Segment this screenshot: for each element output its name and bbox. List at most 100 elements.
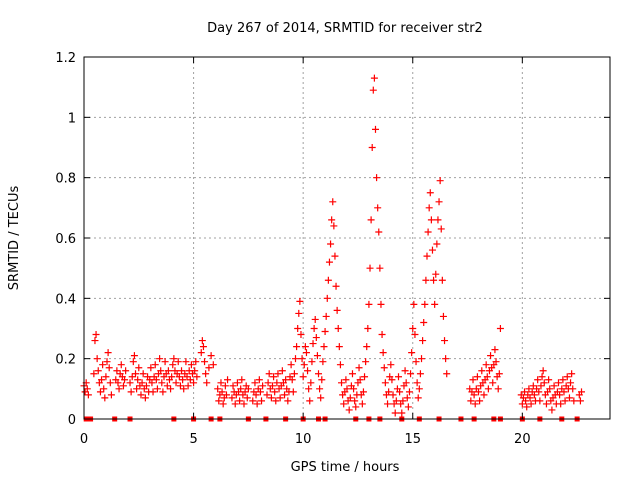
data-point [338,379,346,387]
x-tick-label: 15 [404,432,421,447]
data-point [119,382,127,390]
data-point [362,358,370,366]
data-point [103,358,111,366]
data-point [205,364,213,372]
data-point [115,385,123,393]
data-point [325,258,333,266]
data-point [487,352,495,360]
chart-title: Day 267 of 2014, SRMTID for receiver str… [207,21,483,36]
data-point [318,376,326,384]
data-point [139,370,147,378]
data-point [373,174,381,182]
data-point [476,397,484,405]
y-tick-label: 1 [68,111,76,126]
data-point [420,318,428,326]
plot-frame [83,56,611,420]
data-point [217,379,225,387]
data-point [105,364,113,372]
data-point [98,376,106,384]
data-point [122,367,130,375]
data-point [178,367,186,375]
data-point [412,358,420,366]
data-point [569,385,577,393]
data-point [437,225,445,233]
data-point [309,340,317,348]
data-point [491,346,499,354]
data-point [425,204,433,212]
data-point [289,388,297,396]
data-point [291,355,299,363]
data-point [270,373,278,381]
data-point [324,276,332,284]
data-point [539,367,547,375]
data-point [438,276,446,284]
data-point [542,400,550,408]
data-point [335,343,343,351]
data-point [331,252,339,260]
data-point [168,373,176,381]
data-point [398,409,406,417]
data-point [272,397,280,405]
data-point [473,373,481,381]
data-point [184,382,192,390]
data-point [132,370,140,378]
data-point [180,385,188,393]
data-point [278,367,286,375]
x-tick-label: 10 [295,432,312,447]
data-point [252,391,260,399]
data-point [568,370,576,378]
data-point [365,300,373,308]
data-point [170,355,178,363]
x-axis-label: GPS time / hours [291,460,400,475]
data-point [522,397,530,405]
data-point [387,361,395,369]
data-point [385,388,393,396]
data-point [149,388,157,396]
data-point [556,391,564,399]
data-point [421,300,429,308]
data-point [271,388,279,396]
data-point [413,379,421,387]
data-point [550,382,558,390]
data-point [237,385,245,393]
data-point [296,297,304,305]
data-point [294,325,302,332]
data-point [368,144,376,151]
data-point [179,376,187,384]
data-point [267,394,275,402]
data-point [471,400,479,408]
data-point [263,391,271,399]
data-point [93,355,101,363]
data-point [546,385,554,393]
data-point [264,379,272,387]
data-point [567,379,575,387]
data-point [308,358,316,366]
data-point [395,373,403,381]
data-point [323,294,331,302]
data-point [265,370,273,378]
data-point [535,388,543,396]
data-point [201,358,209,366]
data-point [94,367,102,375]
data-point [483,373,491,381]
data-point [366,264,374,272]
data-point [343,385,351,393]
data-point [333,306,341,314]
data-point [402,379,410,387]
data-point [183,373,191,381]
data-point [83,385,91,393]
data-point [363,343,371,351]
data-point [224,376,232,384]
data-point [175,373,183,381]
data-point [135,364,143,372]
data-point [378,331,386,339]
data-point [192,358,200,366]
data-point [441,337,449,345]
data-point [107,391,115,399]
data-point [401,367,409,375]
data-point [548,406,556,414]
data-point [426,189,434,197]
data-point [311,315,319,323]
data-point [236,397,244,405]
data-point [405,388,413,396]
